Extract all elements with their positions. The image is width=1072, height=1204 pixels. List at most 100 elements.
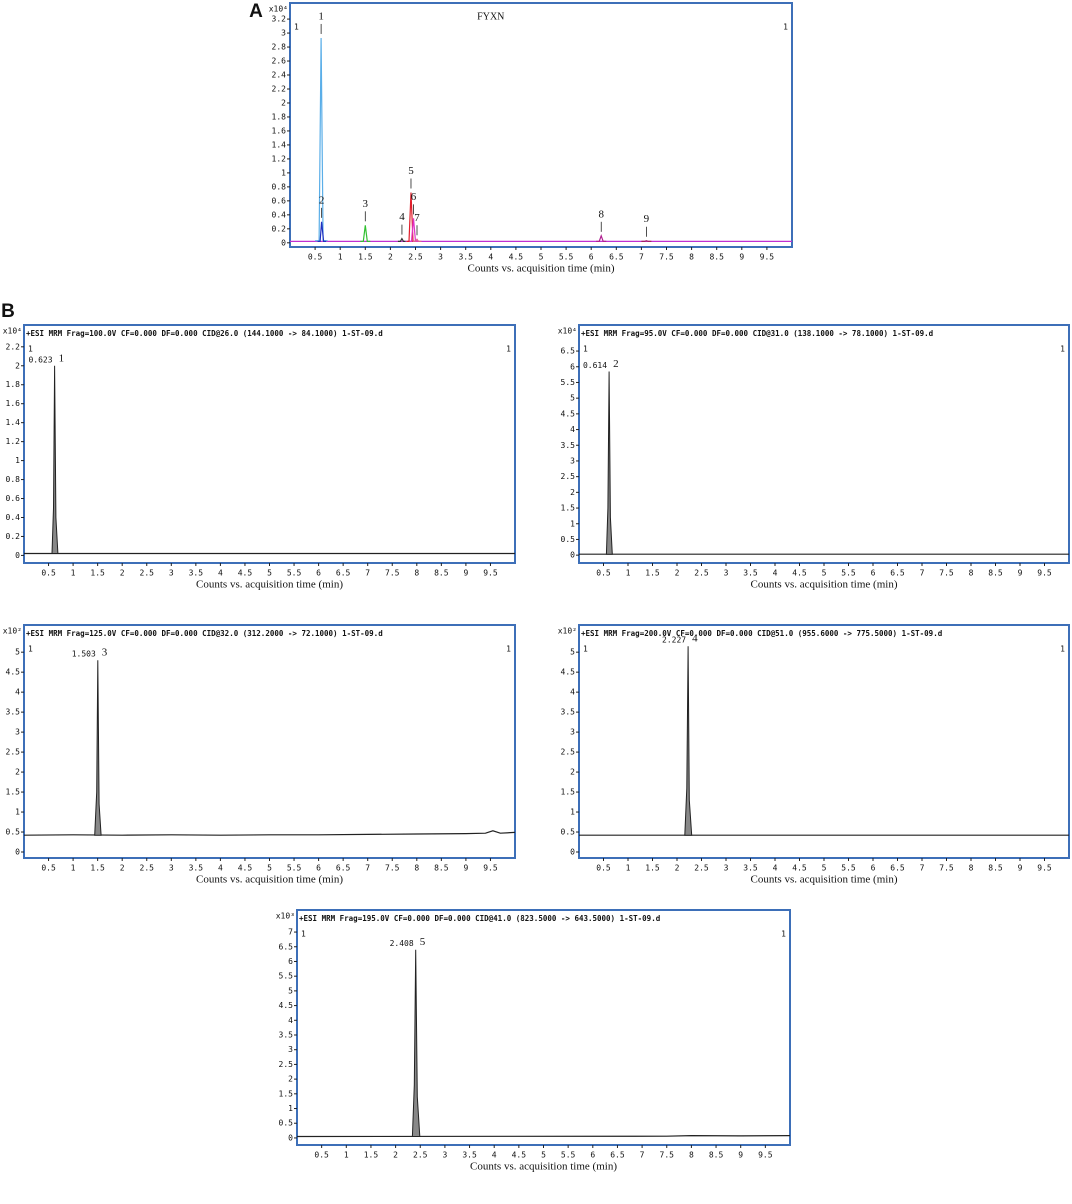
x-tick-label: 2 (120, 569, 125, 578)
x-tick-label: 5.5 (559, 253, 574, 262)
x-tick-label: 8.5 (434, 569, 449, 578)
corner-label: 1 (506, 645, 511, 654)
x-tick-label: 4.5 (509, 253, 524, 262)
peak-label: 6 (411, 191, 417, 203)
x-tick-label: 6 (871, 569, 876, 578)
peak-area (411, 949, 421, 1137)
y-tick-label: 1 (15, 808, 20, 817)
x-tick-label: 3 (169, 569, 174, 578)
peak-label: 4 (692, 633, 698, 645)
peak-rt-label: 0.614 (583, 361, 607, 370)
plot-frame (578, 324, 1070, 564)
x-tick-label: 2 (120, 864, 125, 873)
x-tick-label: 3 (169, 864, 174, 873)
y-tick-label: 2.2 (6, 342, 21, 351)
y-tick-label: 1.5 (561, 504, 576, 513)
y-tick-label: 4 (570, 688, 575, 697)
peak-label: 2 (613, 358, 619, 370)
x-tick-label: 1 (338, 253, 343, 262)
y-tick-label: 0.6 (6, 494, 21, 503)
x-tick-label: 6 (316, 569, 321, 578)
x-tick-label: 6.5 (890, 569, 905, 578)
y-tick-label: 1 (15, 456, 20, 465)
peak-label: 4 (399, 211, 405, 223)
x-tick-label: 3 (442, 1151, 447, 1160)
x-tick-label: 5 (539, 253, 544, 262)
x-tick-label: 0.5 (308, 253, 323, 262)
y-tick-label: 0.4 (6, 513, 21, 522)
corner-label: 1 (28, 645, 33, 654)
y-tick-label: 2.4 (272, 71, 287, 80)
y-tick-label: 5 (15, 648, 20, 657)
y-tick-label: 0.8 (272, 182, 287, 191)
x-tick-label: 8 (689, 253, 694, 262)
chart-header: +ESI MRM Frag=100.0V CF=0.000 DF=0.000 C… (26, 329, 383, 338)
x-tick-label: 0.5 (596, 864, 611, 873)
x-tick-label: 8 (969, 864, 974, 873)
y-tick-label: 5.5 (561, 378, 576, 387)
x-tick-label: 0.5 (596, 569, 611, 578)
chart-title: FYXN (477, 11, 504, 22)
x-tick-label: 4 (773, 569, 778, 578)
x-tick-label: 1.5 (358, 253, 373, 262)
corner-label: 1 (783, 23, 788, 32)
x-tick-label: 6 (316, 864, 321, 873)
y-tick-label: 2 (570, 488, 575, 497)
corner-label: 1 (583, 645, 588, 654)
x-tick-label: 7 (920, 864, 925, 873)
x-tick-label: 9.5 (1037, 569, 1052, 578)
x-tick-label: 9.5 (1037, 864, 1052, 873)
x-tick-label: 7 (920, 569, 925, 578)
y-tick-label: 4.5 (561, 668, 576, 677)
y-tick-label: 1.5 (561, 788, 576, 797)
y-tick-label: 3.2 (272, 15, 287, 24)
y-tick-label: 2.5 (6, 748, 21, 757)
x-tick-label: 9 (1018, 569, 1023, 578)
chart-header: +ESI MRM Frag=195.0V CF=0.000 DF=0.000 C… (299, 914, 660, 923)
y-tick-label: 1.8 (272, 112, 287, 121)
x-axis-label: Counts vs. acquisition time (min) (470, 1161, 617, 1173)
x-tick-label: 8 (414, 864, 419, 873)
x-tick-label: 9 (739, 253, 744, 262)
x-tick-label: 6.5 (336, 864, 351, 873)
x-tick-label: 3.5 (743, 864, 758, 873)
x-tick-label: 9.5 (760, 253, 775, 262)
peak-rt-label: 2.408 (390, 939, 414, 948)
x-tick-label: 3.5 (189, 569, 204, 578)
scale-label: x10⁴ (3, 327, 22, 336)
x-tick-label: 0.5 (41, 569, 56, 578)
x-tick-label: 5 (541, 1151, 546, 1160)
panel-label: A (249, 1, 263, 22)
peak-rt-label: 1.503 (72, 650, 96, 659)
y-tick-label: 2.2 (272, 84, 287, 93)
x-tick-label: 7 (639, 253, 644, 262)
peak-rt-label: 2.227 (662, 636, 686, 645)
x-tick-label: 2.5 (140, 569, 155, 578)
y-tick-label: 0 (281, 238, 286, 247)
x-tick-label: 7 (365, 569, 370, 578)
y-tick-label: 3 (570, 456, 575, 465)
trace (360, 225, 371, 242)
scale-label: x10³ (276, 912, 295, 921)
y-tick-label: 5 (570, 648, 575, 657)
peak-label: 2 (319, 194, 325, 206)
x-tick-label: 2.5 (413, 1151, 428, 1160)
scale-label: x10⁴ (558, 327, 577, 336)
y-tick-label: 1.5 (6, 788, 21, 797)
y-tick-label: 2 (570, 768, 575, 777)
y-tick-label: 4 (15, 688, 20, 697)
peak-area (605, 371, 613, 555)
x-tick-label: 9 (463, 864, 468, 873)
y-tick-label: 1.6 (272, 126, 287, 135)
peak-label: 8 (598, 208, 604, 220)
y-tick-label: 0 (288, 1133, 293, 1142)
x-tick-label: 9 (1018, 864, 1023, 873)
x-tick-label: 1 (626, 569, 631, 578)
trace (596, 234, 607, 242)
x-tick-label: 4.5 (238, 864, 253, 873)
peak-label: 3 (363, 198, 369, 210)
x-tick-label: 4 (492, 1151, 497, 1160)
x-tick-label: 7 (640, 1151, 645, 1160)
trace (315, 37, 328, 242)
y-tick-label: 2 (281, 98, 286, 107)
